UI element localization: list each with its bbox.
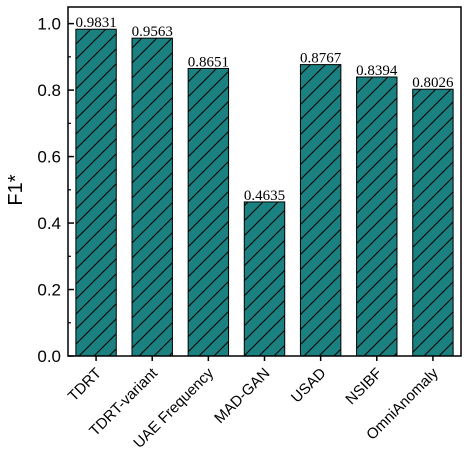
bar-uae-frequency — [187, 67, 230, 357]
y-tick-label: 1.0 — [37, 15, 61, 34]
bars-group — [75, 28, 454, 357]
data-label: 0.8026 — [412, 75, 454, 91]
y-ticks-group: 0.0 0.2 0.4 0.6 0.8 1.0 — [37, 15, 74, 366]
x-tick-label: TDRT — [65, 365, 105, 405]
data-label: 0.8394 — [356, 63, 398, 79]
data-labels-group: 0.9831 0.9563 0.8651 0.4635 0.8767 0.8394 0.80… — [75, 15, 454, 204]
x-tick-label: USAD — [288, 365, 330, 407]
x-tick-label: MAD-GAN — [211, 365, 273, 427]
bar-usad — [299, 64, 342, 357]
x-tick-label: NSIBF — [342, 365, 385, 408]
y-axis-title: F1* — [5, 174, 27, 205]
bar-omnianomaly — [412, 88, 454, 357]
y-tick-label: 0.2 — [37, 281, 61, 300]
data-label: 0.9831 — [75, 15, 116, 31]
bar-tdrt — [75, 28, 117, 357]
data-label: 0.9563 — [132, 24, 173, 40]
y-tick-label: 0.6 — [37, 148, 61, 167]
bar-tdrt-variant — [131, 37, 173, 357]
data-label: 0.4635 — [244, 188, 285, 204]
bar-nsibf — [356, 76, 398, 357]
plot-frame — [67, 6, 462, 357]
data-label: 0.8651 — [188, 54, 229, 70]
data-label: 0.8767 — [300, 51, 342, 67]
bar-mad-gan — [243, 201, 286, 357]
y-tick-label: 0.8 — [37, 81, 61, 100]
y-tick-label: 0.4 — [37, 214, 61, 233]
y-tick-label: 0.0 — [37, 347, 61, 366]
